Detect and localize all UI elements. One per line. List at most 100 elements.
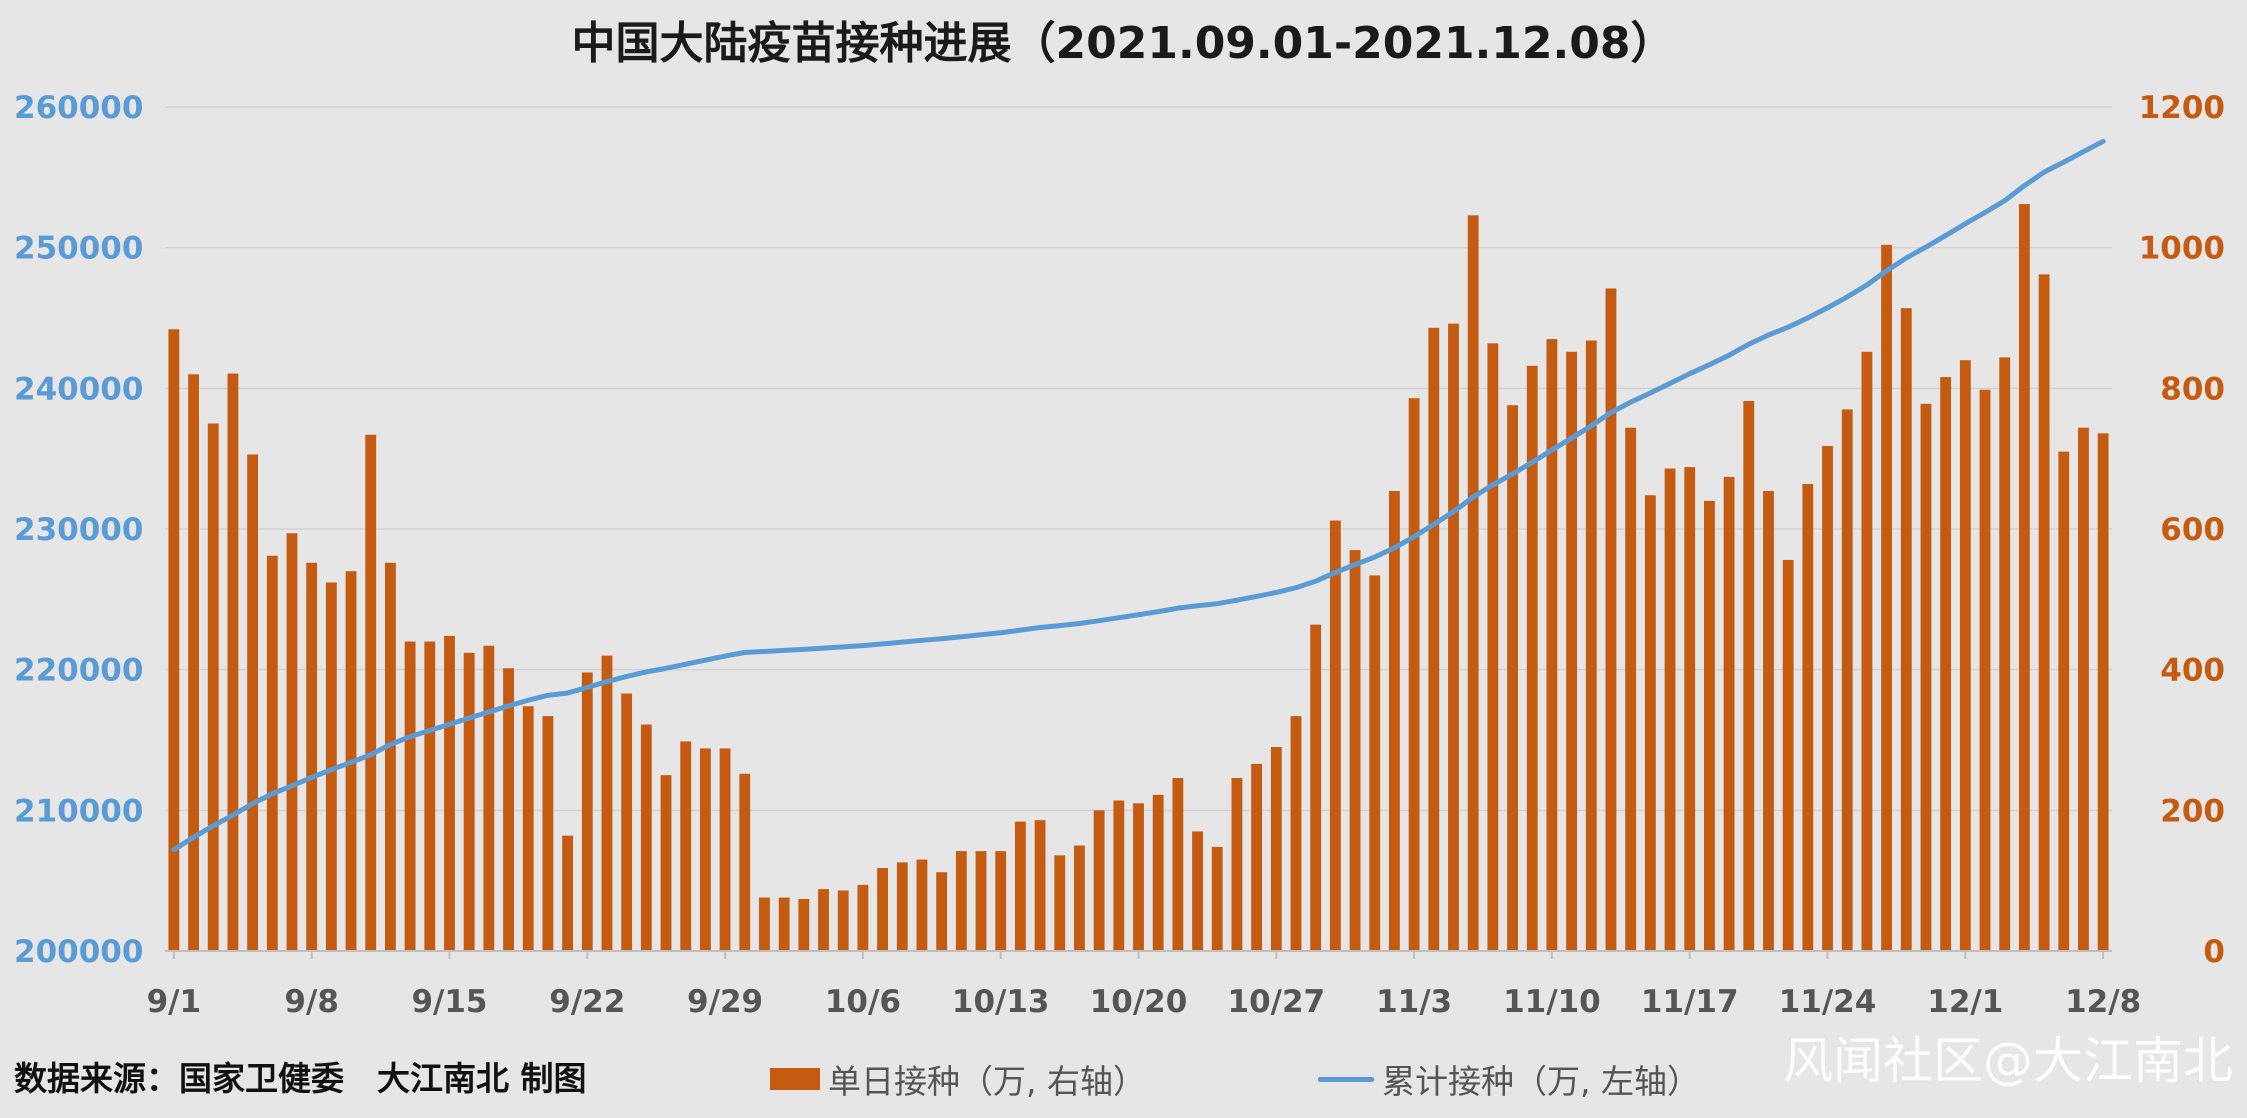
x-tick-label: 12/1: [1927, 984, 2003, 1020]
daily-bar: [680, 741, 692, 951]
daily-bar: [1192, 831, 1203, 951]
daily-bar: [1881, 244, 1893, 952]
gridlines: [165, 106, 2112, 812]
daily-bar: [1290, 716, 1302, 951]
watermark: 风闻社区@大江南北: [1783, 1032, 2233, 1090]
daily-bar: [1999, 357, 2011, 951]
daily-bar: [1841, 409, 1853, 951]
daily-bar: [1074, 845, 1085, 951]
daily-bar: [1900, 308, 1912, 951]
daily-bar: [1251, 763, 1263, 951]
right-axis-tick-label: 0: [2203, 934, 2225, 970]
x-tick-label: 9/29: [687, 984, 763, 1020]
daily-bar: [1034, 820, 1046, 951]
daily-bar: [1014, 821, 1026, 951]
daily-bar: [1664, 468, 1676, 951]
daily-bar: [1349, 550, 1361, 951]
left-axis-ticks: 200000 210000 220000 230000 240000 250000 2600…: [14, 90, 143, 970]
legend-item-cumulative: 累计接种（万, 左轴）: [1318, 1054, 1700, 1104]
daily-bar: [365, 434, 377, 951]
daily-bar: [542, 716, 554, 951]
daily-bars: [168, 204, 2109, 952]
daily-bar: [601, 655, 613, 951]
daily-bar: [444, 635, 455, 951]
daily-bar: [168, 329, 180, 951]
legend-swatch-cumulative: [1318, 1076, 1374, 1082]
daily-bar: [1428, 327, 1440, 952]
daily-bar: [1369, 575, 1381, 951]
daily-bar: [1605, 288, 1617, 952]
daily-bar: [404, 641, 416, 951]
x-tick-label: 10/27: [1228, 984, 1326, 1020]
daily-bar: [2097, 433, 2109, 952]
daily-bar: [1270, 747, 1282, 951]
x-tick-label: 10/20: [1090, 984, 1188, 1020]
daily-bar: [581, 672, 593, 951]
right-axis-tick-label: 600: [2160, 512, 2225, 548]
daily-bar: [975, 851, 987, 951]
daily-bar: [1487, 343, 1499, 951]
daily-bar: [424, 641, 436, 951]
daily-bar: [1782, 559, 1794, 951]
daily-bar: [759, 897, 770, 951]
daily-bar: [483, 645, 495, 951]
daily-bar: [1231, 777, 1243, 951]
daily-bar: [857, 884, 869, 951]
x-tick-label: 9/1: [147, 984, 201, 1020]
legend-label-cumulative: 累计接种（万, 左轴）: [1382, 1062, 1700, 1101]
x-tick-label: 9/22: [549, 984, 625, 1020]
daily-bar: [1940, 377, 1952, 952]
daily-bar: [325, 582, 337, 951]
daily-bar: [286, 533, 298, 951]
daily-bar: [1566, 351, 1578, 951]
daily-bar: [1507, 405, 1518, 952]
legend-swatch-daily: [770, 1068, 820, 1090]
daily-bar: [503, 668, 514, 951]
daily-bar: [463, 652, 475, 951]
x-axis-ticks: 9/1 9/8 9/15 9/22 9/29 10/6 10/13 10/20 10/27 11/…: [147, 984, 2142, 1020]
daily-bar: [1743, 400, 1755, 951]
daily-bar: [1684, 467, 1696, 951]
x-tick-label: 11/17: [1641, 984, 1739, 1020]
daily-bar: [896, 862, 908, 951]
daily-bar: [995, 851, 1007, 951]
daily-bar: [306, 562, 318, 951]
chart-title: 中国大陆疫苗接种进展（2021.09.01-2021.12.08）: [572, 18, 1675, 69]
daily-bar: [818, 889, 829, 951]
legend-label-daily: 单日接种（万, 右轴）: [828, 1062, 1146, 1101]
daily-bar: [247, 454, 259, 951]
daily-bar: [1093, 810, 1105, 951]
right-axis-tick-label: 1000: [2139, 231, 2225, 267]
daily-bar: [739, 773, 751, 951]
right-axis-tick-label: 200: [2160, 793, 2225, 829]
daily-bar: [699, 748, 711, 951]
daily-bar: [837, 890, 849, 951]
daily-bar: [621, 693, 633, 951]
right-axis-tick-label: 400: [2160, 653, 2225, 689]
right-axis-tick-label: 1200: [2139, 90, 2225, 126]
left-axis-tick-label: 250000: [14, 231, 143, 267]
daily-bar: [1546, 339, 1558, 952]
left-axis-tick-label: 240000: [14, 371, 143, 407]
daily-bar: [877, 868, 888, 951]
daily-bar: [1920, 403, 1932, 951]
daily-bar: [2058, 451, 2070, 951]
x-tick-label: 10/13: [952, 984, 1050, 1020]
cumulative-series-line: [171, 138, 2106, 853]
daily-bar: [936, 872, 948, 951]
legend-item-daily: 单日接种（万, 右轴）: [770, 1054, 1146, 1104]
daily-bar: [1211, 846, 1223, 951]
x-tick-label: 9/15: [411, 984, 487, 1020]
axes: [165, 950, 2112, 959]
daily-bar: [1389, 491, 1400, 951]
daily-bar: [1625, 427, 1637, 952]
daily-bar: [778, 897, 790, 951]
daily-bar: [1861, 351, 1873, 951]
daily-bar: [1172, 777, 1184, 951]
x-tick-label: 12/8: [2065, 984, 2141, 1020]
daily-bar: [1113, 800, 1125, 951]
daily-bar: [207, 423, 219, 951]
daily-bar: [1802, 483, 1814, 951]
daily-bar: [1448, 323, 1459, 951]
